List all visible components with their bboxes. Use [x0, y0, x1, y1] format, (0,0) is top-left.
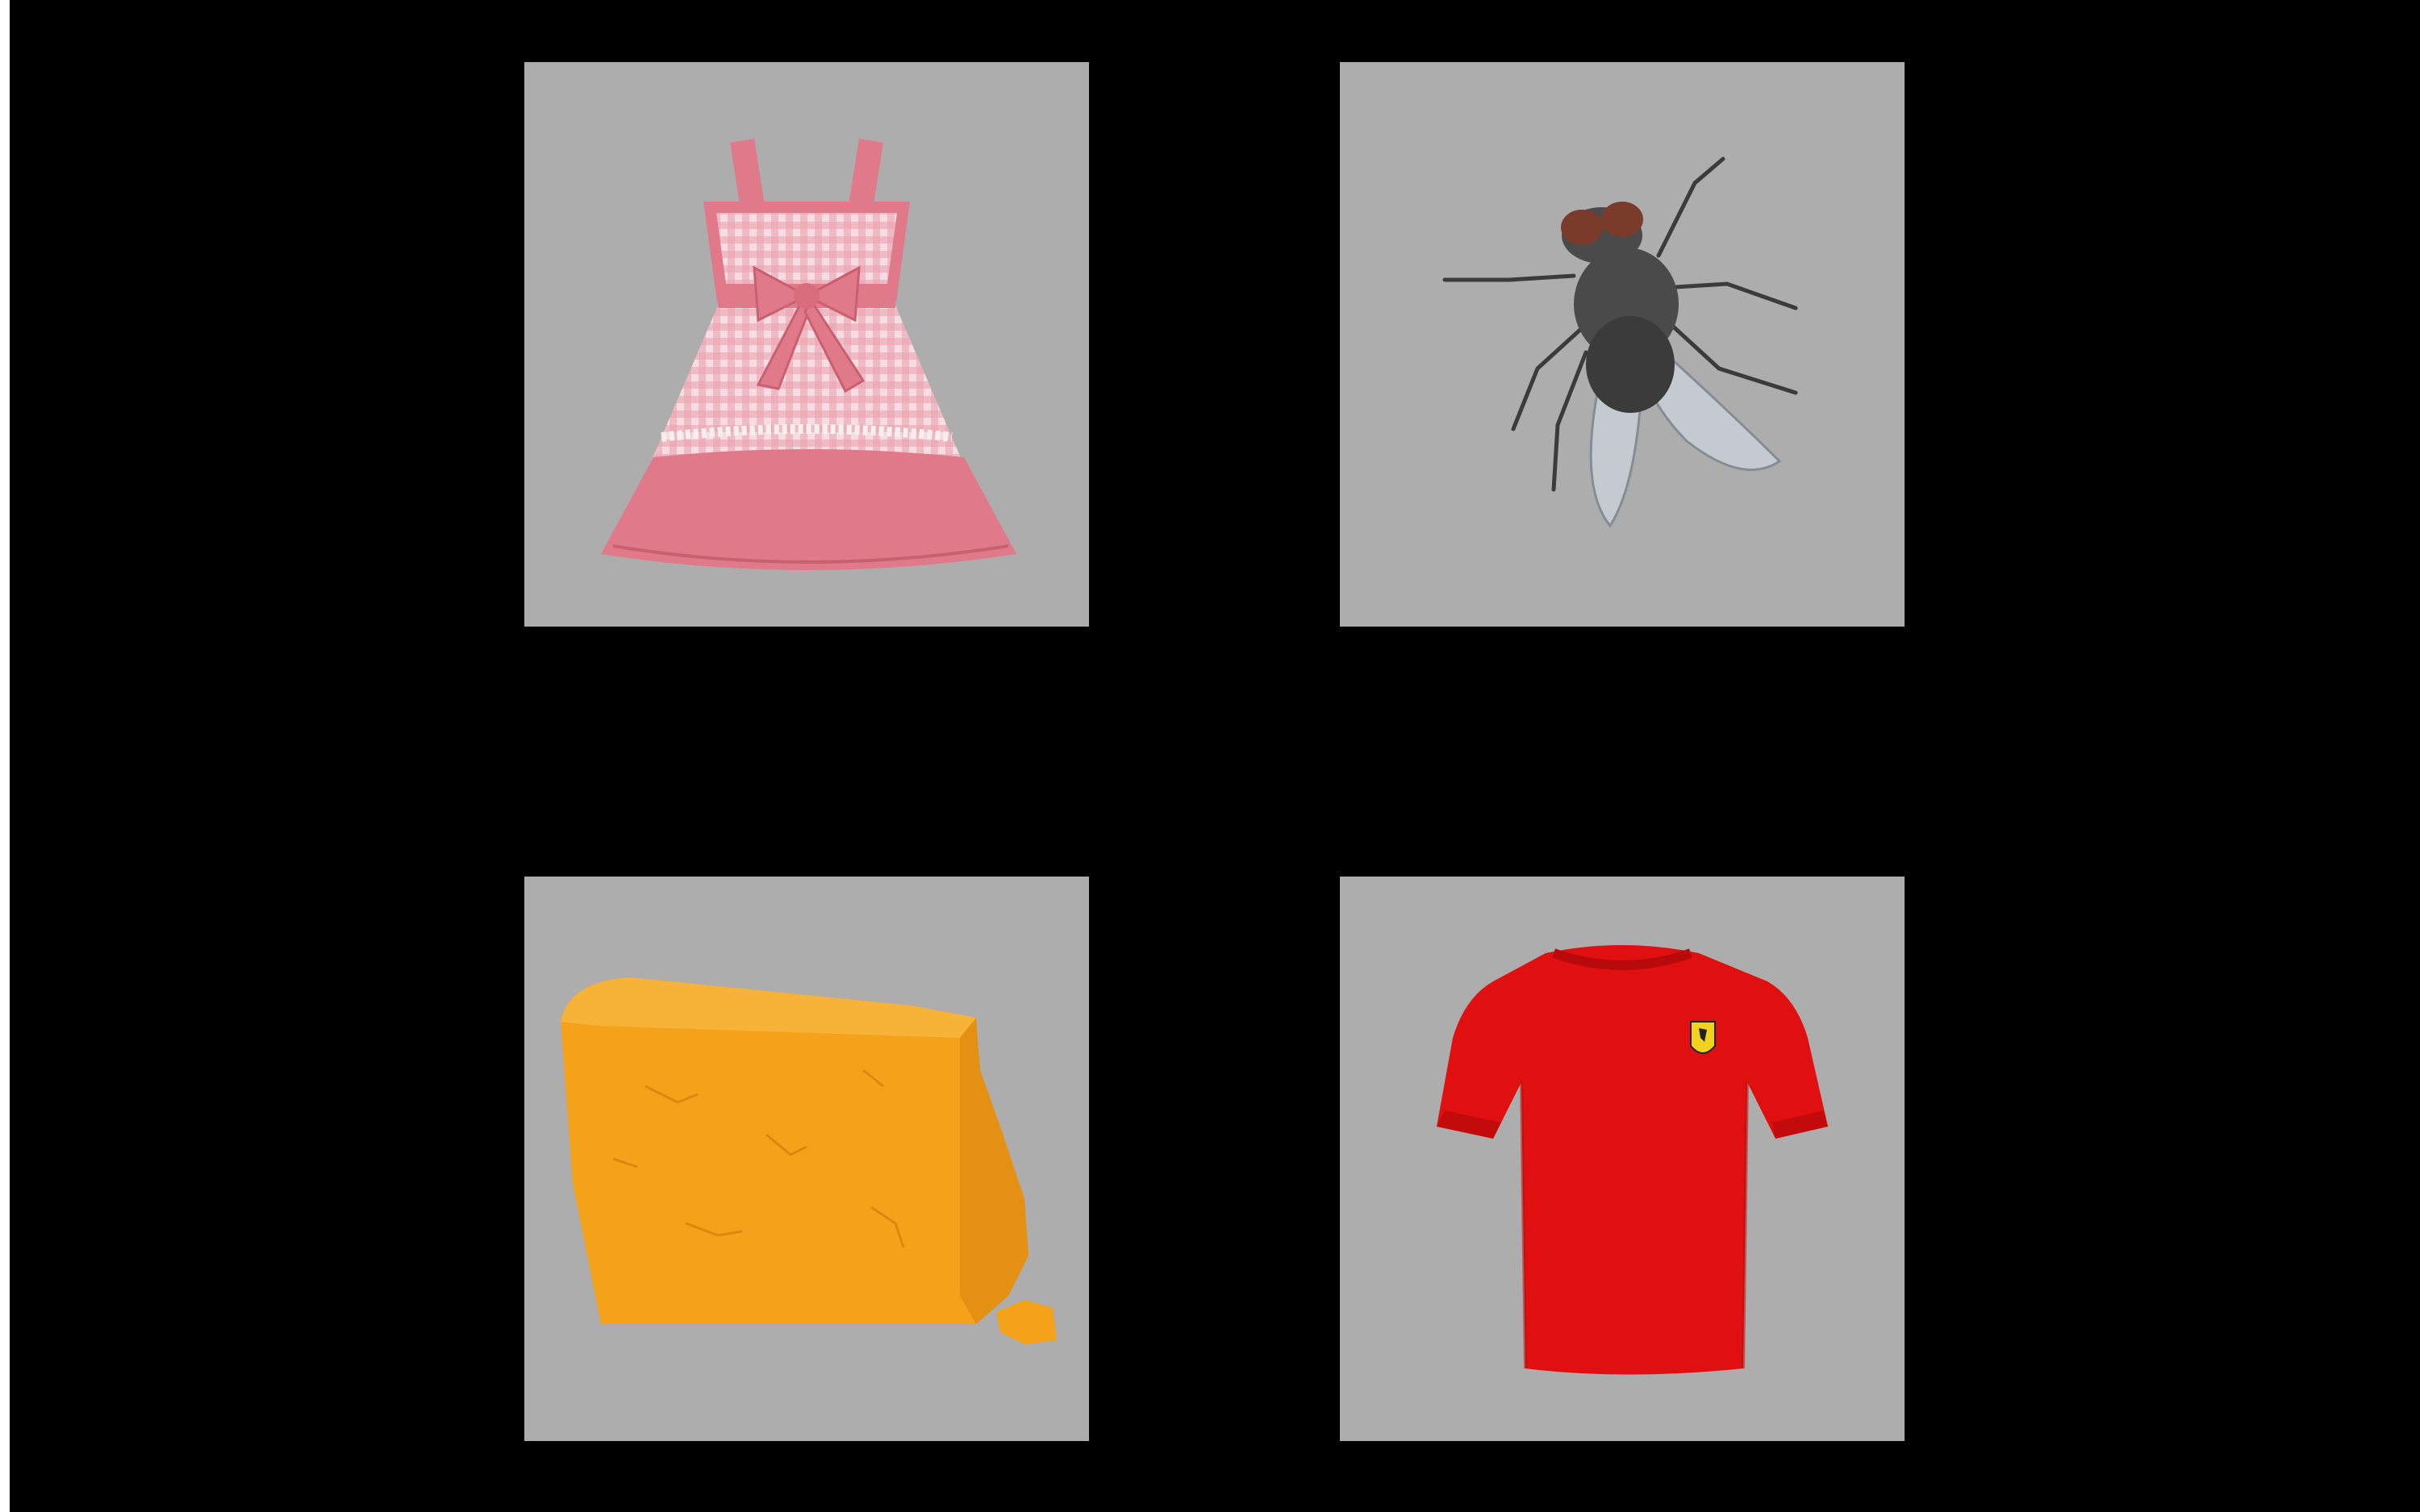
dress-tile[interactable] [524, 62, 1089, 627]
tshirt-image [1437, 945, 1828, 1375]
tshirt-tile[interactable] [1340, 877, 1905, 1441]
cheese-tile[interactable] [524, 877, 1089, 1441]
cheese-image [561, 977, 1057, 1344]
screen-edge [0, 0, 10, 1512]
fly-image [1442, 156, 1798, 528]
dress-image [601, 139, 1016, 570]
fly-tile[interactable] [1340, 62, 1905, 627]
